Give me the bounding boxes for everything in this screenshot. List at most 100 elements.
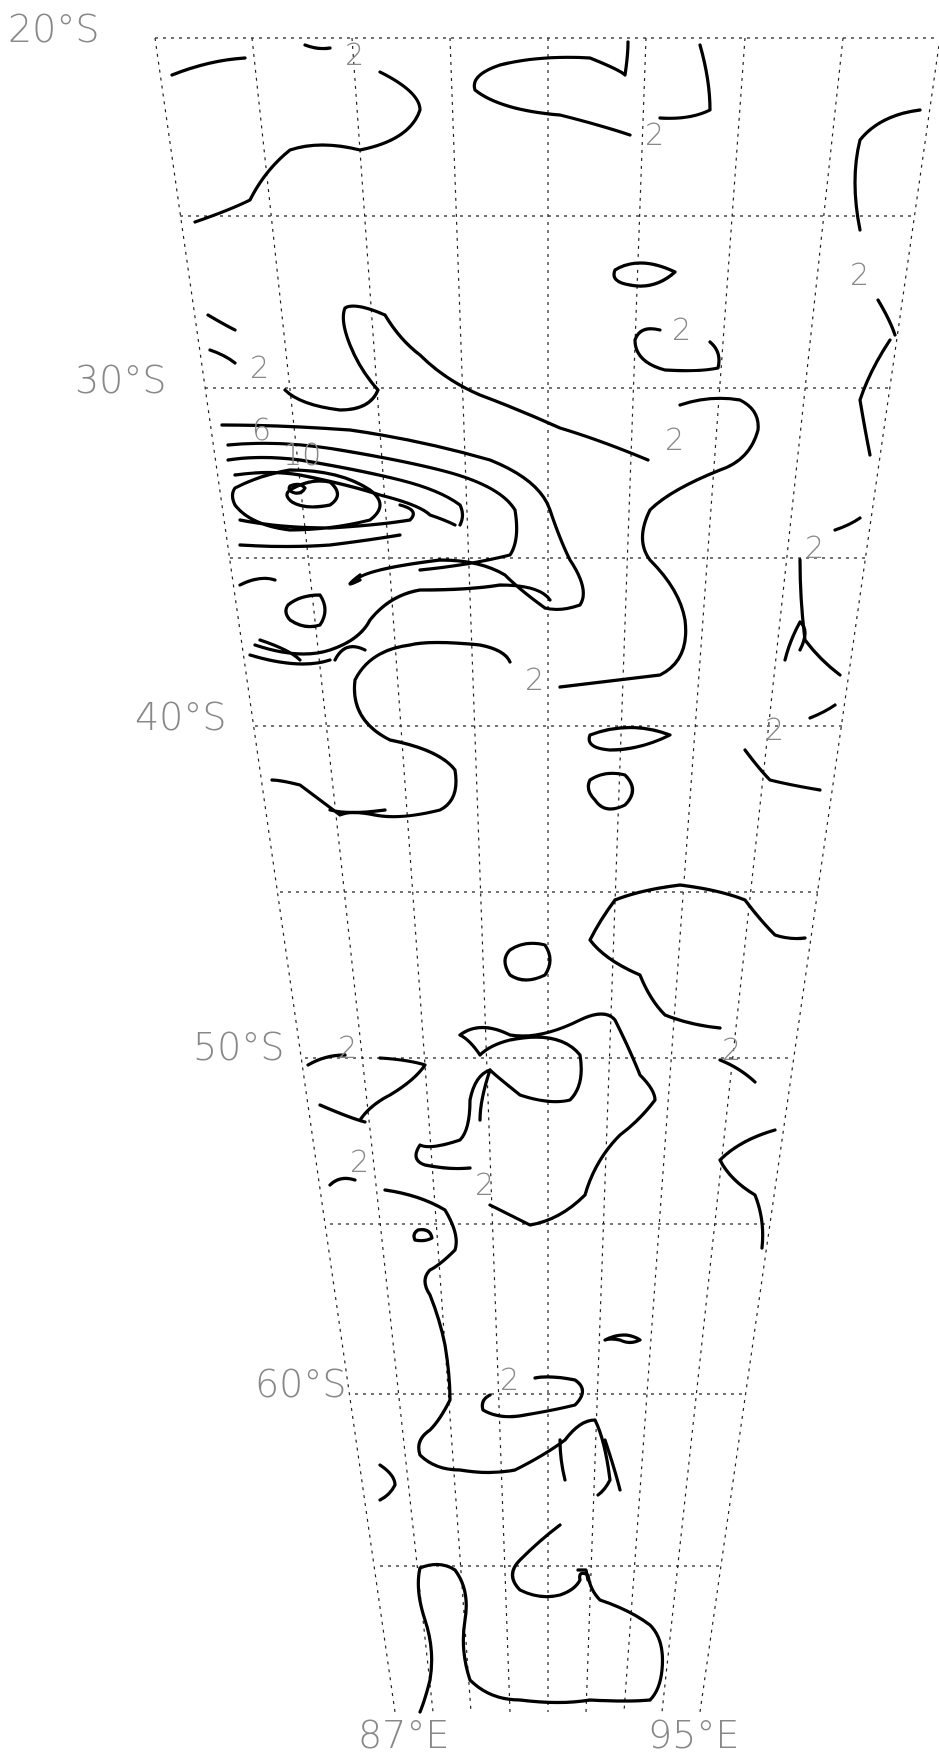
latitude-labels: 20°S 30°S 40°S 50°S 60°S — [8, 7, 346, 1406]
contour-label: 2 — [645, 118, 664, 153]
contour-line — [613, 883, 807, 941]
contour-line — [718, 1058, 757, 1084]
contour-line — [612, 261, 677, 288]
contour-line — [284, 593, 327, 629]
contour-label: 2 — [338, 1031, 357, 1066]
contour-line — [328, 1176, 357, 1187]
contour-line — [798, 558, 842, 677]
contour-line — [412, 1228, 434, 1243]
contour-line — [270, 643, 458, 819]
contour-label: 2 — [722, 1033, 741, 1068]
contour-line — [414, 1068, 492, 1171]
contour-line — [238, 503, 415, 530]
lat-label-40s: 40°S — [135, 695, 226, 739]
contour-line — [348, 573, 362, 586]
contour-line — [418, 1562, 652, 1705]
contour-line — [354, 558, 547, 610]
contour-line — [718, 1128, 777, 1250]
contour-line — [876, 298, 897, 337]
contour-label: 2 — [672, 313, 691, 348]
contour-line — [858, 338, 892, 457]
contour-line — [230, 468, 382, 532]
lat-label-60s: 60°S — [255, 1362, 346, 1406]
contour-line — [743, 748, 822, 792]
contour-label: 2 — [850, 258, 869, 293]
contour-line — [318, 1103, 367, 1124]
contour-label: 2 — [525, 663, 544, 698]
contour-line — [303, 43, 332, 51]
contour-line — [287, 482, 307, 495]
contour-line — [238, 533, 402, 549]
contour-line — [248, 653, 332, 666]
contour-line — [833, 516, 862, 532]
contour-line — [408, 640, 512, 664]
contour-line — [458, 1033, 583, 1104]
contour-line — [383, 1188, 612, 1497]
contour-line — [458, 1012, 657, 1227]
contour-line — [603, 1438, 622, 1492]
contour-line — [206, 313, 237, 332]
contour-line — [170, 56, 247, 77]
contour-label: 2 — [350, 1145, 369, 1180]
contour-line — [333, 645, 367, 662]
contour-line — [576, 1568, 590, 1582]
contour-line — [358, 1056, 427, 1122]
contour-line — [558, 1438, 567, 1482]
contour-line — [478, 1068, 492, 1122]
contour-lines — [170, 40, 922, 1714]
meridian — [449, 37, 511, 1713]
contour-label: 2 — [765, 713, 784, 748]
lat-label-30s: 30°S — [75, 358, 166, 402]
meridian — [251, 37, 434, 1713]
contour-line — [238, 576, 277, 587]
contour-line — [226, 441, 519, 572]
meridian — [699, 40, 939, 1713]
contour-label: 2 — [805, 531, 824, 566]
contour-line — [193, 70, 422, 224]
contour-line — [208, 348, 237, 365]
contour-label: 2 — [665, 423, 684, 458]
meridian — [351, 37, 472, 1713]
meridian — [154, 37, 396, 1713]
contour-label: 2 — [475, 1168, 494, 1203]
contour-line — [306, 1053, 347, 1067]
contour-line — [587, 725, 672, 752]
longitude-labels: 87°E 95°E — [358, 1713, 739, 1757]
contour-line — [220, 423, 585, 612]
contour-label: 2 — [250, 351, 269, 386]
contour-line — [328, 808, 387, 815]
contour-line — [658, 43, 712, 120]
contour-line — [472, 63, 632, 137]
contour-line — [558, 396, 760, 689]
contour-value-labels: 2 2 2 2 2 2 2 2 2 2 2 2 2 2 6 10 — [250, 38, 869, 1398]
contour-line — [416, 1566, 434, 1714]
lat-label-20s: 20°S — [8, 7, 99, 51]
contour-line — [633, 327, 721, 373]
contour-label: 10 — [283, 438, 321, 473]
contour-label: 2 — [345, 38, 364, 73]
contour-line — [378, 1463, 397, 1502]
contour-line — [258, 638, 302, 662]
contour-line — [285, 479, 340, 509]
contour-line — [283, 304, 650, 462]
contour-line — [233, 470, 457, 527]
contour-label: 6 — [252, 413, 271, 448]
meridian — [661, 37, 844, 1713]
contour-line — [586, 771, 635, 811]
lat-label-50s: 50°S — [193, 1025, 284, 1069]
contour-line — [853, 108, 922, 232]
contour-line — [588, 898, 722, 1030]
lon-label-95e: 95°E — [648, 1713, 739, 1757]
contour-line — [253, 583, 552, 656]
contour-line — [510, 1523, 665, 1702]
meridian — [585, 37, 647, 1713]
contour-label: 2 — [500, 1363, 519, 1398]
contour-line — [498, 40, 630, 77]
contour-line — [226, 455, 465, 527]
graticule — [154, 37, 939, 1713]
contour-line — [503, 941, 552, 982]
contour-line — [603, 1333, 642, 1345]
contour-line — [480, 1375, 585, 1419]
lon-label-87e: 87°E — [358, 1713, 449, 1757]
